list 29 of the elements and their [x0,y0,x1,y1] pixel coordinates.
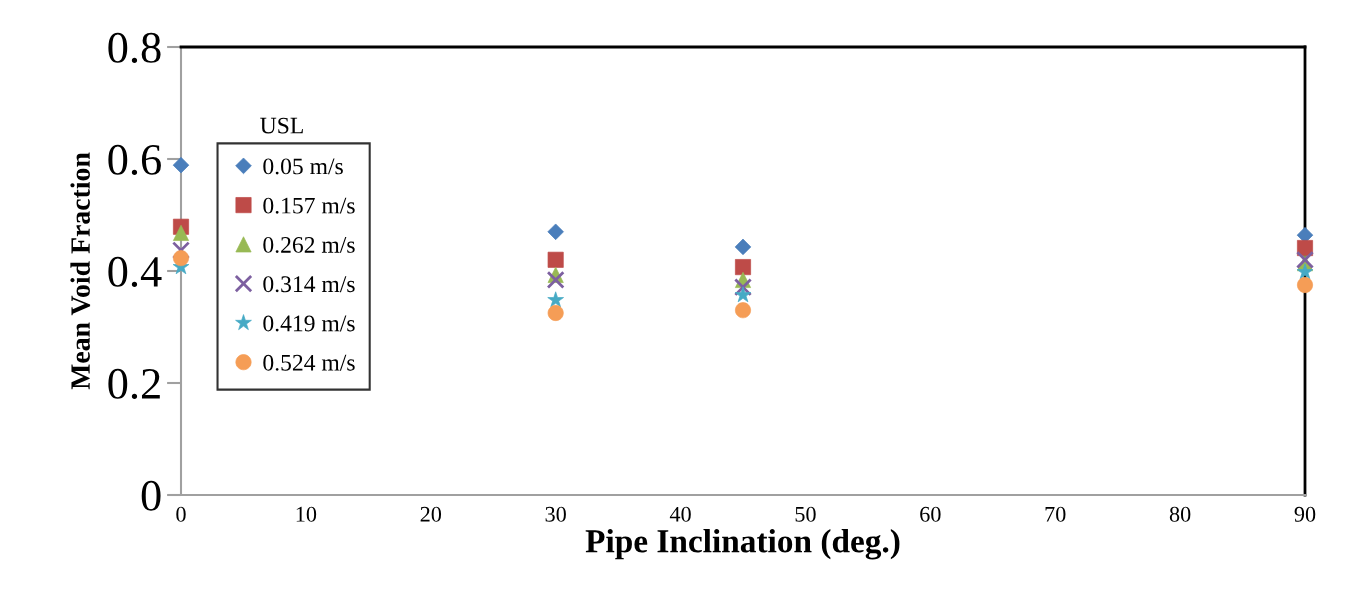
x-tick-label: 10 [296,506,317,522]
point [1295,250,1315,269]
x-tick-label: 20 [420,506,442,522]
x-tick-label: 80 [1169,506,1191,522]
point [733,278,753,297]
x-tick-label: 30 [545,506,566,522]
x-tick-label: 0 [176,506,186,522]
legend-label: 0.05 m/s [263,158,343,175]
x-tick-label: 90 [1294,506,1316,522]
y-tick-label: 0.4 [108,256,162,288]
y-tick-label: 0.6 [108,144,161,176]
legend-label: 0.157 m/s [263,197,355,214]
y-axis-title: Mean Void Fraction [70,152,91,390]
point [735,259,751,276]
y-tick-label: 0.2 [108,368,160,400]
x-tick-label: 50 [795,506,816,522]
legend-label: 0.262 m/s [263,236,355,253]
x-tick-label: 40 [669,506,691,522]
point [172,156,190,174]
x-tick-label: 70 [1045,506,1066,522]
legend-label: 0.419 m/s [263,315,355,332]
x-axis-title: Pipe Inclination (deg.) [585,529,900,560]
point [173,224,189,241]
legend-title: USL [260,117,303,134]
point [546,270,565,289]
x-tick-label: 60 [920,506,941,522]
legend-label: 0.314 m/s [263,276,355,293]
y-tick-label: 0.8 [108,32,161,64]
legend-label: 0.524 m/s [263,354,355,371]
